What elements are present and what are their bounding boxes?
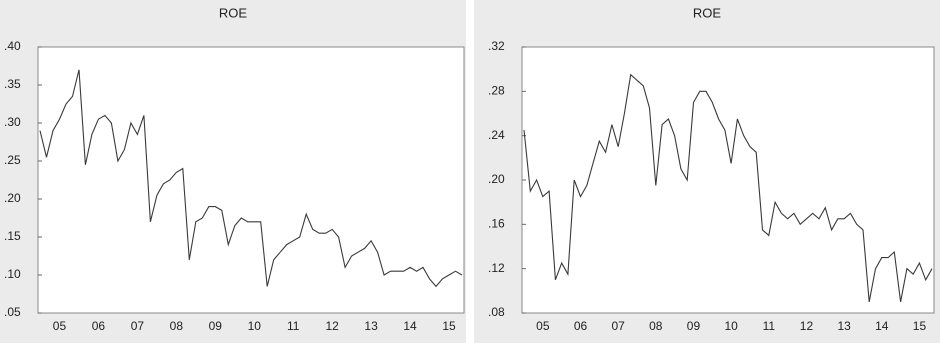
y-tick-label: .10 (4, 267, 21, 281)
x-tick-label: 05 (536, 319, 550, 333)
y-tick-label: .40 (4, 39, 21, 53)
y-tick-label: .08 (488, 305, 505, 319)
y-tick-label: .05 (4, 305, 21, 319)
x-tick-label: 12 (325, 319, 339, 333)
line (523, 73, 933, 303)
x-tick-label: 06 (92, 319, 106, 333)
x-tick-label: 13 (364, 319, 378, 333)
x-tick-label: 05 (53, 319, 67, 333)
y-tick-label: .30 (4, 115, 21, 129)
y-tick-label: .20 (488, 172, 505, 186)
y-tick-label: .28 (488, 84, 505, 98)
plot-area (521, 46, 935, 314)
x-tick-label: 08 (170, 319, 184, 333)
chart-title: ROE (219, 5, 248, 20)
x-tick-label: 15 (442, 319, 456, 333)
y-tick-label: .32 (488, 39, 505, 53)
x-tick-label: 15 (913, 319, 927, 333)
y-tick-label: .12 (488, 261, 505, 275)
x-tick-label: 10 (724, 319, 738, 333)
y-tick-label: .25 (4, 153, 21, 167)
plot-area (37, 46, 465, 314)
y-tick-label: .16 (488, 217, 505, 231)
y-tick-label: .20 (4, 191, 21, 205)
x-tick-label: 14 (403, 319, 417, 333)
x-tick-label: 09 (209, 319, 223, 333)
x-tick-label: 07 (611, 319, 625, 333)
x-tick-label: 12 (800, 319, 814, 333)
x-tick-label: 08 (649, 319, 663, 333)
x-tick-label: 11 (287, 319, 300, 333)
x-tick-label: 13 (837, 319, 851, 333)
x-tick-label: 10 (248, 319, 262, 333)
x-tick-label: 07 (131, 319, 145, 333)
chart-title: ROE (693, 5, 722, 20)
y-tick-label: .35 (4, 77, 21, 91)
x-tick-label: 09 (687, 319, 701, 333)
x-tick-label: 11 (763, 319, 776, 333)
y-tick-label: .24 (488, 128, 505, 142)
line (39, 69, 463, 288)
x-tick-label: 14 (875, 319, 889, 333)
x-tick-label: 06 (574, 319, 588, 333)
y-tick-label: .15 (4, 229, 21, 243)
